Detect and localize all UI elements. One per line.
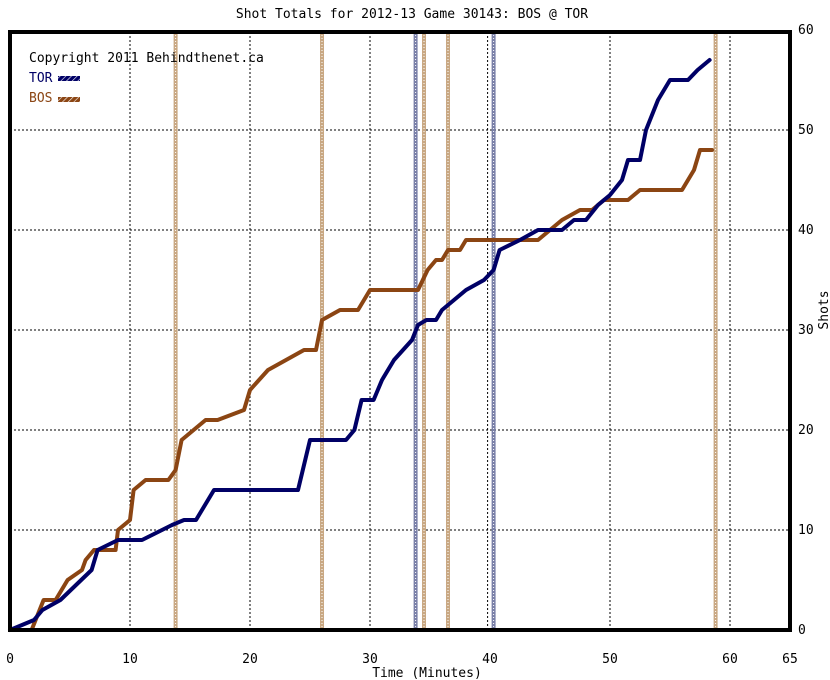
x-tick-label-10: 10 [122,652,138,667]
grid-lines [10,32,790,630]
x-tick-label-0: 0 [6,652,14,667]
y-tick-label-60: 60 [798,23,814,38]
legend-label-bos: BOS [29,91,52,106]
x-tick-label-30: 30 [362,652,378,667]
y-axis: 0 10 20 30 40 50 60 [798,23,814,638]
x-tick-label-50: 50 [602,652,618,667]
y-tick-label-20: 20 [798,423,814,438]
y-tick-label-50: 50 [798,123,814,138]
series-line-tor [8,58,712,632]
y-tick-label-10: 10 [798,523,814,538]
series-lines [8,58,714,632]
y-axis-label: Shots [817,290,830,329]
x-axis: 0 10 20 30 40 50 60 65 [6,652,798,667]
x-axis-label: Time (Minutes) [372,666,482,680]
series-line-bos [8,148,714,632]
copyright-text: Copyright 2011 Behindthenet.ca [29,51,264,66]
y-tick-label-0: 0 [798,623,806,638]
plot-frame [8,30,792,632]
y-tick-label-30: 30 [798,323,814,338]
chart-title: Shot Totals for 2012-13 Game 30143: BOS … [236,7,588,22]
x-tick-label-40: 40 [482,652,498,667]
legend-swatch-tor [58,76,80,81]
x-tick-label-65: 65 [782,652,798,667]
x-tick-label-60: 60 [722,652,738,667]
y-tick-label-40: 40 [798,223,814,238]
event-lines [173,32,718,630]
x-tick-label-20: 20 [242,652,258,667]
legend-label-tor: TOR [29,71,53,86]
legend-swatch-bos [58,97,80,102]
